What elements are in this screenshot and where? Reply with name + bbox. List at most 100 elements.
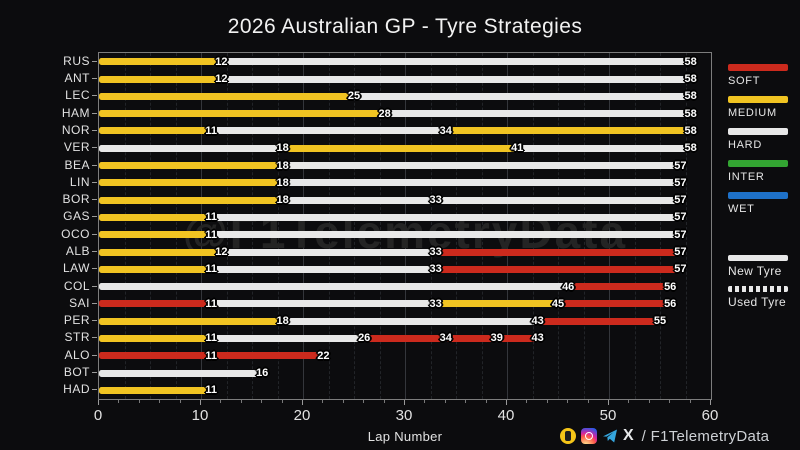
driver-label: NOR <box>61 122 90 137</box>
stint-bar <box>99 127 212 135</box>
x-tick <box>506 400 507 405</box>
stint-end-label: 58 <box>684 124 697 137</box>
stint-end-label: 56 <box>664 297 677 310</box>
stint-end-label: 57 <box>674 263 687 276</box>
stint-end-label: 34 <box>439 124 452 137</box>
driver-label: ALO <box>64 347 90 362</box>
stint-bar <box>99 144 283 152</box>
stint-end-label: 57 <box>674 159 687 172</box>
driver-label: HAM <box>61 105 90 120</box>
stint-bar <box>282 162 681 169</box>
driver-label: PER <box>63 313 90 328</box>
x-minor-tick <box>322 400 324 403</box>
stint-bar <box>211 352 324 360</box>
x-minor-tick <box>342 400 344 403</box>
y-tick <box>92 320 97 322</box>
y-tick <box>92 337 97 339</box>
y-tick <box>92 216 97 218</box>
stint-bar <box>435 248 681 256</box>
stint-bar <box>282 144 518 152</box>
stint-bar <box>221 248 436 256</box>
x-tick-label: 60 <box>701 407 719 424</box>
driver-label: LEC <box>65 88 90 103</box>
gridline-minor <box>634 53 636 399</box>
x-tick-label: 20 <box>293 407 311 424</box>
driver-label: VER <box>63 140 90 155</box>
gridline-minor <box>481 53 483 399</box>
legend-swatch-used-tyre <box>728 286 788 292</box>
x-minor-tick <box>240 400 242 403</box>
driver-label: BEA <box>64 157 90 172</box>
x-icon: X <box>623 427 634 444</box>
x-tick-label: 0 <box>93 407 103 424</box>
stint-bar <box>99 386 212 394</box>
driver-label: ALB <box>65 244 90 258</box>
driver-label: BOR <box>62 192 90 207</box>
y-tick <box>92 285 97 287</box>
stint-bar <box>282 179 681 187</box>
y-tick <box>92 354 97 356</box>
stint-bar <box>99 334 212 342</box>
stint-end-label: 56 <box>664 280 677 293</box>
stint-bar <box>445 334 497 342</box>
x-minor-tick <box>669 400 671 403</box>
footer-handle: / F1TelemetryData <box>641 427 770 445</box>
stint-bar <box>99 300 212 308</box>
stint-bar <box>211 231 681 239</box>
stint-end-label: 45 <box>551 297 565 310</box>
stint-end-label: 33 <box>429 263 442 276</box>
y-tick <box>92 251 97 252</box>
x-minor-tick <box>648 400 650 403</box>
legend-swatch-new-tyre <box>728 255 788 261</box>
stint-bar <box>99 369 263 377</box>
gridline-minor <box>226 53 228 399</box>
driver-label: GAS <box>63 209 90 224</box>
gridline-minor <box>532 53 534 399</box>
stint-end-label: 43 <box>531 315 544 328</box>
x-minor-tick <box>220 400 222 403</box>
stint-bar <box>211 300 436 308</box>
x-minor-tick <box>261 400 263 403</box>
legend-swatch-wet <box>728 192 788 199</box>
x-minor-tick <box>281 400 283 403</box>
legend-label-inter: INTER <box>728 171 765 183</box>
x-tick <box>98 400 99 405</box>
y-tick <box>92 129 97 131</box>
stint-bar <box>99 352 212 360</box>
x-minor-tick <box>567 400 569 403</box>
stint-end-label: 33 <box>429 194 442 207</box>
stint-bar <box>445 127 691 135</box>
driver-label: ANT <box>64 71 90 85</box>
stint-bar <box>537 317 660 325</box>
telegram-icon <box>602 428 618 444</box>
x-minor-tick <box>363 400 365 403</box>
stint-bar <box>435 196 681 204</box>
y-tick <box>92 78 97 79</box>
stint-bar <box>99 179 283 187</box>
stint-bar <box>211 265 436 273</box>
stint-end-label: 58 <box>684 90 697 103</box>
stint-end-label: 41 <box>511 142 524 155</box>
x-minor-tick <box>179 400 181 403</box>
stint-end-label: 18 <box>276 176 289 189</box>
y-tick <box>92 147 97 149</box>
stint-bar <box>99 213 212 221</box>
gridline-minor <box>660 53 661 399</box>
plot-area: @F1TelemetryData 12 58 12 58 25 58 28 58 11 34 58 1… <box>98 52 712 400</box>
gridline-major <box>507 53 508 399</box>
x-minor-tick <box>159 400 161 403</box>
x-tick <box>608 400 609 405</box>
x-minor-tick <box>118 400 120 403</box>
stint-end-label: 18 <box>276 194 289 207</box>
x-tick-label: 40 <box>497 407 515 424</box>
driver-label: COL <box>63 278 90 293</box>
stint-end-label: 26 <box>358 332 371 345</box>
stint-end-label: 57 <box>674 211 687 224</box>
x-minor-tick <box>138 400 140 403</box>
y-tick <box>92 112 97 114</box>
x-minor-tick <box>424 400 426 403</box>
stint-end-label: 11 <box>205 297 217 310</box>
legend-swatch-inter <box>728 160 788 167</box>
stint-bar <box>211 334 365 342</box>
